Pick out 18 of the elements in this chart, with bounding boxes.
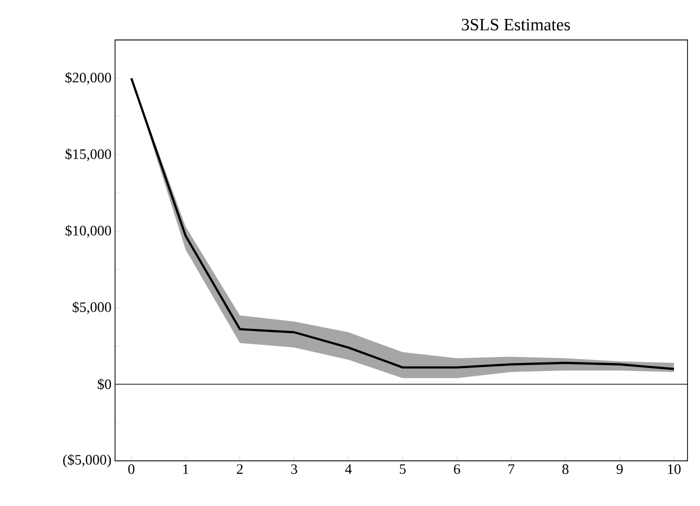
x-tick-label: 2	[236, 464, 243, 474]
chart-title: 3SLS Estimates	[462, 18, 570, 31]
y-tick-label: $15,000	[66, 148, 111, 162]
x-tick-label: 9	[616, 464, 623, 474]
y-tick-label: ($5,000)	[63, 454, 111, 468]
x-tick-label: 4	[345, 464, 352, 474]
y-tick-label: $0	[98, 378, 111, 390]
x-tick-label: 1	[183, 464, 188, 474]
x-tick-label: 10	[668, 464, 681, 474]
y-tick-label: $5,000	[72, 302, 111, 314]
x-tick-label: 8	[562, 464, 568, 474]
x-tick-label: 0	[128, 464, 134, 474]
x-tick-label: 5	[400, 464, 406, 474]
x-tick-label: 6	[454, 464, 460, 474]
y-tick-label: $20,000	[66, 72, 111, 85]
x-tick-label: 3	[291, 464, 298, 474]
y-tick-label: $10,000	[66, 225, 111, 238]
x-tick-label: 7	[508, 464, 514, 474]
